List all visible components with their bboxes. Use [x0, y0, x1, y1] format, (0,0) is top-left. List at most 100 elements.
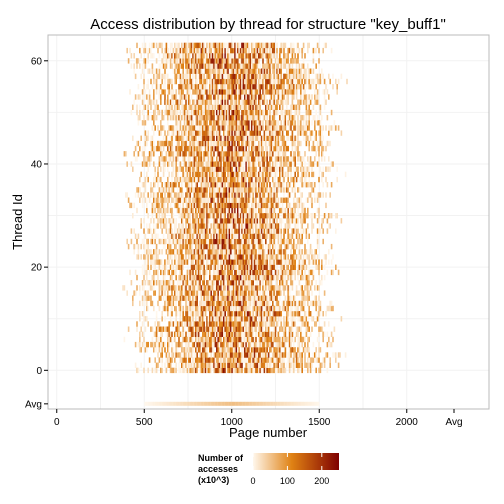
- heatmap-cell: [318, 269, 320, 276]
- heatmap-cell: [253, 290, 256, 296]
- heatmap-cell: [294, 151, 296, 157]
- heatmap-cell: [252, 140, 254, 147]
- heatmap-cell: [280, 228, 282, 234]
- heatmap-cell: [308, 326, 310, 332]
- heatmap-cell: [252, 249, 254, 255]
- heatmap-cell: [175, 171, 177, 178]
- heatmap-cell: [288, 285, 291, 291]
- heatmap-cell: [242, 125, 245, 131]
- heatmap-cell: [154, 341, 156, 348]
- heatmap-cell: [274, 290, 277, 296]
- heatmap-cell: [314, 182, 316, 188]
- heatmap-cell: [297, 145, 299, 152]
- heatmap-cell: [269, 130, 271, 136]
- heatmap-cell: [223, 305, 225, 312]
- heatmap-cell: [270, 259, 273, 265]
- heatmap-cell: [179, 295, 182, 301]
- heatmap-cell: [179, 233, 182, 239]
- heatmap-cell: [179, 115, 182, 121]
- heatmap-cell: [225, 228, 228, 234]
- heatmap-cell: [245, 326, 247, 332]
- heatmap-cell: [224, 115, 226, 121]
- heatmap-cell: [196, 321, 198, 327]
- heatmap-cell: [234, 367, 236, 374]
- heatmap-cell: [301, 156, 303, 162]
- heatmap-cell: [185, 130, 187, 136]
- heatmap-cell: [273, 264, 275, 270]
- heatmap-cell: [199, 171, 201, 178]
- heatmap-cell: [207, 218, 210, 224]
- heatmap-cell: [218, 125, 221, 131]
- heatmap-cell: [195, 326, 197, 332]
- heatmap-cell: [193, 223, 196, 229]
- heatmap-cell: [193, 280, 196, 286]
- heatmap-cell: [251, 326, 253, 332]
- heatmap-cell: [182, 274, 184, 281]
- heatmap-cell: [256, 192, 259, 198]
- heatmap-cell: [318, 264, 320, 270]
- heatmap-cell: [189, 171, 191, 178]
- heatmap-cell: [245, 218, 247, 224]
- heatmap-cell: [265, 352, 267, 358]
- heatmap-cell: [248, 238, 250, 245]
- heatmap-cell: [312, 341, 315, 348]
- heatmap-cell: [231, 326, 233, 332]
- heatmap-cell: [253, 305, 256, 312]
- heatmap-cell: [323, 321, 326, 327]
- heatmap-cell: [178, 290, 180, 296]
- heatmap-cell: [228, 249, 231, 255]
- heatmap-cell: [235, 233, 238, 239]
- heatmap-cell: [302, 347, 305, 353]
- heatmap-cell: [224, 228, 226, 234]
- heatmap-cell: [147, 295, 149, 301]
- heatmap-cell: [276, 285, 278, 291]
- heatmap-cell: [193, 228, 196, 234]
- heatmap-cell: [252, 290, 254, 296]
- heatmap-cell: [190, 285, 193, 291]
- heatmap-cell: [230, 290, 232, 296]
- heatmap-cell: [178, 243, 180, 250]
- heatmap-cell: [211, 120, 214, 126]
- heatmap-cell: [245, 311, 247, 317]
- heatmap-cell: [210, 207, 212, 214]
- heatmap-cell: [269, 362, 271, 368]
- heatmap-cell: [172, 269, 175, 276]
- heatmap-cell: [235, 176, 238, 183]
- heatmap-cell: [258, 130, 260, 136]
- heatmap-cell: [242, 151, 245, 157]
- heatmap-cell: [155, 367, 158, 374]
- heatmap-cell: [230, 233, 232, 239]
- heatmap-cell: [230, 336, 232, 343]
- heatmap-cell: [330, 161, 333, 167]
- heatmap-cell: [161, 156, 163, 162]
- heatmap-cell: [190, 311, 193, 317]
- heatmap-cell: [153, 259, 155, 265]
- heatmap-cell: [203, 243, 205, 250]
- heatmap-cell: [248, 125, 250, 131]
- heatmap-cell: [319, 166, 322, 172]
- heatmap-cell: [304, 300, 306, 307]
- plot-panel: [47, 34, 490, 410]
- heatmap-cell: [204, 362, 207, 368]
- heatmap-cell: [183, 367, 186, 374]
- heatmap-cell: [197, 156, 200, 162]
- heatmap-cell: [251, 347, 253, 353]
- heatmap-cell: [277, 182, 280, 188]
- heatmap-cell: [169, 243, 172, 250]
- heatmap-cell: [231, 151, 233, 157]
- heatmap-cell: [192, 130, 194, 136]
- heatmap-cell: [258, 264, 260, 270]
- heatmap-cell: [200, 347, 203, 353]
- heatmap-cell: [151, 207, 154, 214]
- heatmap-cell: [294, 115, 296, 121]
- heatmap-cell: [263, 249, 266, 255]
- heatmap-cell: [224, 254, 226, 260]
- heatmap-cell: [251, 166, 253, 172]
- heatmap-cell: [189, 300, 191, 307]
- heatmap-cell: [269, 197, 271, 203]
- heatmap-cell: [150, 259, 152, 265]
- heatmap-cell: [263, 182, 266, 188]
- heatmap-cell: [283, 182, 285, 188]
- heatmap-cell: [276, 357, 278, 363]
- heatmap-cell: [237, 233, 239, 239]
